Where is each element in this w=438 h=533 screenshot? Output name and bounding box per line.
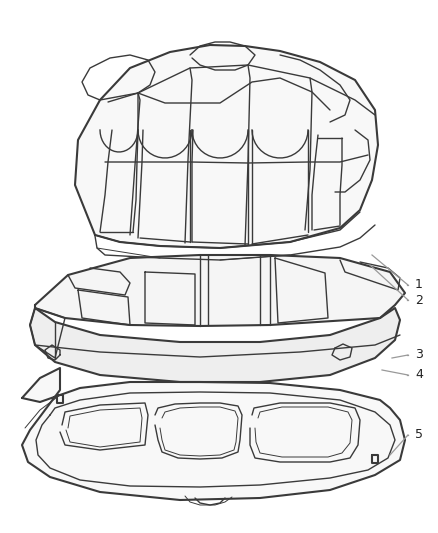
Polygon shape bbox=[30, 308, 400, 382]
Polygon shape bbox=[35, 255, 405, 326]
Text: 2: 2 bbox=[415, 294, 423, 306]
Text: 1: 1 bbox=[415, 279, 423, 292]
Polygon shape bbox=[75, 45, 378, 248]
Text: 5: 5 bbox=[415, 429, 423, 441]
Text: 3: 3 bbox=[415, 349, 423, 361]
Polygon shape bbox=[22, 368, 405, 500]
Text: 4: 4 bbox=[415, 368, 423, 382]
